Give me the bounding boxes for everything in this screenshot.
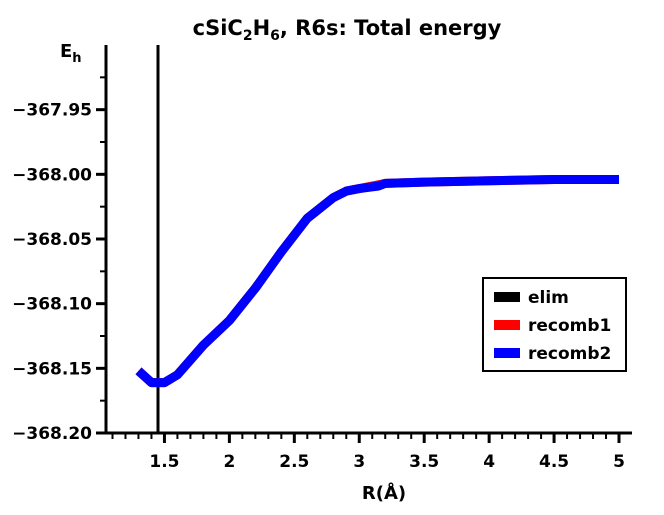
- y-ticks: −367.95 −368.00 −368.05 −368.10 −368.15 −368.…: [12, 76, 106, 444]
- y-tick-label: −368.05: [12, 230, 92, 250]
- y-tick-label: −368.00: [12, 165, 92, 185]
- y-tick-label: −367.95: [12, 101, 92, 121]
- series-group: [135, 45, 619, 433]
- x-tick-label: 3: [353, 452, 365, 472]
- x-tick-label: 5: [613, 452, 625, 472]
- legend: elim recomb1 recomb2: [482, 277, 627, 372]
- x-tick-label: 2.5: [279, 452, 309, 472]
- legend-label-recomb2: recomb2: [528, 344, 611, 364]
- x-tick-label: 4: [483, 452, 495, 472]
- legend-swatch-elim: [494, 292, 520, 302]
- legend-label-recomb1: recomb1: [528, 316, 611, 336]
- legend-swatch-recomb2: [494, 348, 520, 358]
- y-tick-label: −368.10: [12, 295, 92, 315]
- series-recomb2-line: [135, 175, 619, 388]
- y-axis-label: Eh: [60, 41, 82, 66]
- legend-swatch-recomb1: [494, 320, 520, 330]
- x-tick-label: 2: [223, 452, 235, 472]
- legend-label-elim: elim: [528, 288, 569, 308]
- x-axis-label: R(Å): [362, 481, 406, 504]
- x-tick-label: 4.5: [539, 452, 569, 472]
- axes: [104, 45, 632, 435]
- y-tick-label: −368.20: [12, 424, 92, 444]
- x-tick-label: 1.5: [149, 452, 179, 472]
- x-ticks: 1.5 2 2.5 3 3.5 4 4.5 5: [111, 433, 625, 472]
- y-tick-label: −368.15: [12, 359, 92, 379]
- x-tick-label: 3.5: [409, 452, 439, 472]
- chart-title: cSiC2H6, R6s: Total energy: [193, 16, 502, 44]
